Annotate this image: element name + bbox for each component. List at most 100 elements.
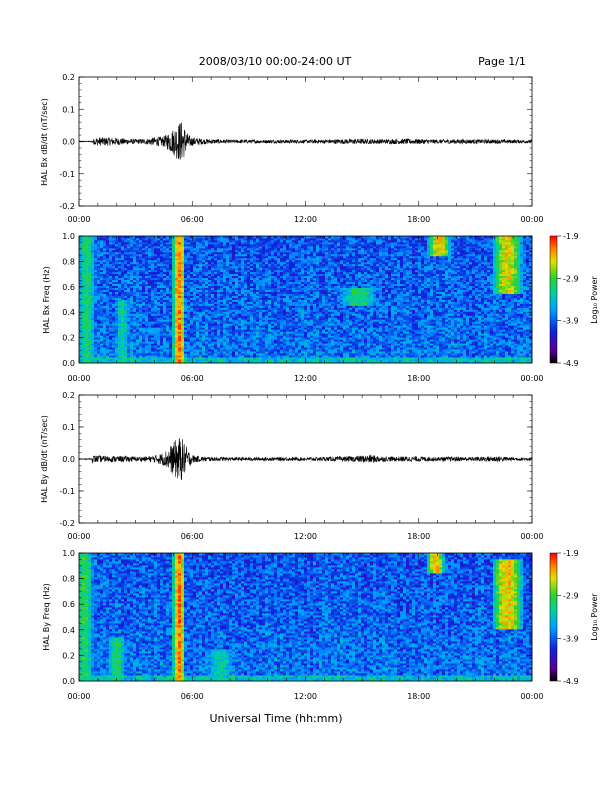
spectrogram-cell	[238, 275, 242, 279]
spectrogram-cell	[157, 237, 161, 241]
spectrogram-cell	[124, 243, 128, 247]
spectrogram-cell	[94, 299, 98, 302]
spectrogram-cell	[151, 355, 155, 358]
spectrogram-cell	[205, 305, 209, 308]
spectrogram-cell	[274, 265, 278, 269]
spectrogram-cell	[127, 236, 131, 239]
spectrogram-cell	[220, 303, 224, 306]
spectrogram-cell	[184, 323, 188, 326]
spectrogram-cell	[274, 269, 278, 273]
spectrogram-cell	[115, 357, 119, 360]
spectrogram-cell	[247, 279, 251, 283]
spectrogram-cell	[151, 289, 155, 292]
spectrogram-cell	[199, 359, 203, 362]
spectrogram-cell	[274, 297, 278, 300]
spectrogram-cell	[115, 279, 119, 283]
spectrogram-cell	[175, 255, 179, 259]
spectrogram-cell	[247, 293, 251, 296]
spectrogram-cell	[115, 335, 119, 338]
spectrogram-cell	[214, 361, 218, 364]
spectrogram-cell	[109, 261, 113, 265]
spectrogram-cell	[247, 295, 251, 298]
spectrogram-cell	[130, 245, 134, 249]
spectrogram-cell	[253, 257, 257, 261]
spectrogram-cell	[199, 329, 203, 332]
spectrogram-cell	[208, 323, 212, 326]
spectrogram-cell	[193, 327, 197, 330]
spectrogram-cell	[214, 237, 218, 241]
spectrogram-cell	[268, 301, 272, 304]
spectrogram-cell	[208, 353, 212, 356]
spectrogram-cell	[217, 299, 221, 302]
spectrogram-cell	[103, 359, 107, 362]
spectrogram-cell	[259, 287, 263, 290]
spectrogram-cell	[94, 357, 98, 360]
spectrogram-cell	[115, 301, 119, 304]
spectrogram-cell	[172, 301, 176, 304]
spectrogram-cell	[163, 335, 167, 338]
spectrogram-cell	[157, 315, 161, 318]
spectrogram-cell	[262, 236, 266, 239]
spectrogram-cell	[250, 236, 254, 239]
spectrogram-cell	[127, 357, 131, 360]
spectrogram-cell	[241, 319, 245, 322]
spectrogram-cell	[217, 277, 221, 281]
spectrogram-cell	[88, 347, 92, 350]
spectrogram-cell	[262, 353, 266, 356]
spectrogram-cell	[133, 299, 137, 302]
spectrogram-cell	[235, 343, 239, 346]
spectrogram-cell	[208, 333, 212, 336]
spectrogram-cell	[187, 321, 191, 324]
spectrogram-cell	[166, 359, 170, 362]
spectrogram-cell	[265, 303, 269, 306]
spectrogram-cell	[205, 321, 209, 324]
spectrogram-cell	[229, 333, 233, 336]
spectrogram-cell	[202, 297, 206, 300]
spectrogram-cell	[154, 307, 158, 310]
spectrogram-cell	[226, 347, 230, 350]
spectrogram-cell	[157, 251, 161, 255]
spectrogram-cell	[229, 359, 233, 362]
spectrogram-cell	[235, 351, 239, 354]
spectrogram-cell	[88, 249, 92, 253]
spectrogram-cell	[127, 269, 131, 273]
panel-bx-freq: 00:00 06:00 12:00 18:00 00:001.00.80.60.40.2…	[42, 232, 599, 383]
spectrogram-cell	[214, 305, 218, 308]
spectrogram-cell	[148, 317, 152, 320]
spectrogram-cell	[268, 291, 272, 294]
spectrogram-cell	[136, 241, 140, 245]
spectrogram-cell	[232, 243, 236, 247]
spectrogram-cell	[172, 339, 176, 342]
spectrogram-cell	[232, 247, 236, 251]
spectrogram-cell	[265, 261, 269, 265]
spectrogram-cell	[247, 335, 251, 338]
spectrogram-cell	[163, 271, 167, 275]
spectrogram-cell	[109, 241, 113, 245]
spectrogram-cell	[112, 329, 116, 332]
spectrogram-cell	[244, 269, 248, 273]
spectrogram-cell	[142, 327, 146, 330]
spectrogram-cell	[154, 331, 158, 334]
spectrogram-cell	[262, 251, 266, 255]
spectrogram-cell	[220, 287, 224, 290]
spectrogram-cell	[103, 357, 107, 360]
spectrogram-cell	[211, 349, 215, 352]
spectrogram-cell	[196, 275, 200, 279]
spectrogram-cell	[88, 321, 92, 324]
spectrogram-cell	[265, 267, 269, 271]
spectrogram-cell	[202, 271, 206, 275]
spectrogram-cell	[247, 289, 251, 292]
spectrogram-cell	[238, 323, 242, 326]
spectrogram-cell	[265, 349, 269, 352]
spectrogram-cell	[163, 251, 167, 255]
spectrogram-cell	[151, 325, 155, 328]
spectrogram-cell	[229, 347, 233, 350]
spectrogram-cell	[79, 359, 83, 362]
spectrogram-cell	[163, 265, 167, 269]
spectrogram-cell	[259, 263, 263, 267]
spectrogram-cell	[85, 319, 89, 322]
spectrogram-cell	[136, 277, 140, 281]
spectrogram-cell	[199, 277, 203, 281]
spectrogram-cell	[103, 305, 107, 308]
spectrogram-cell	[163, 355, 167, 358]
